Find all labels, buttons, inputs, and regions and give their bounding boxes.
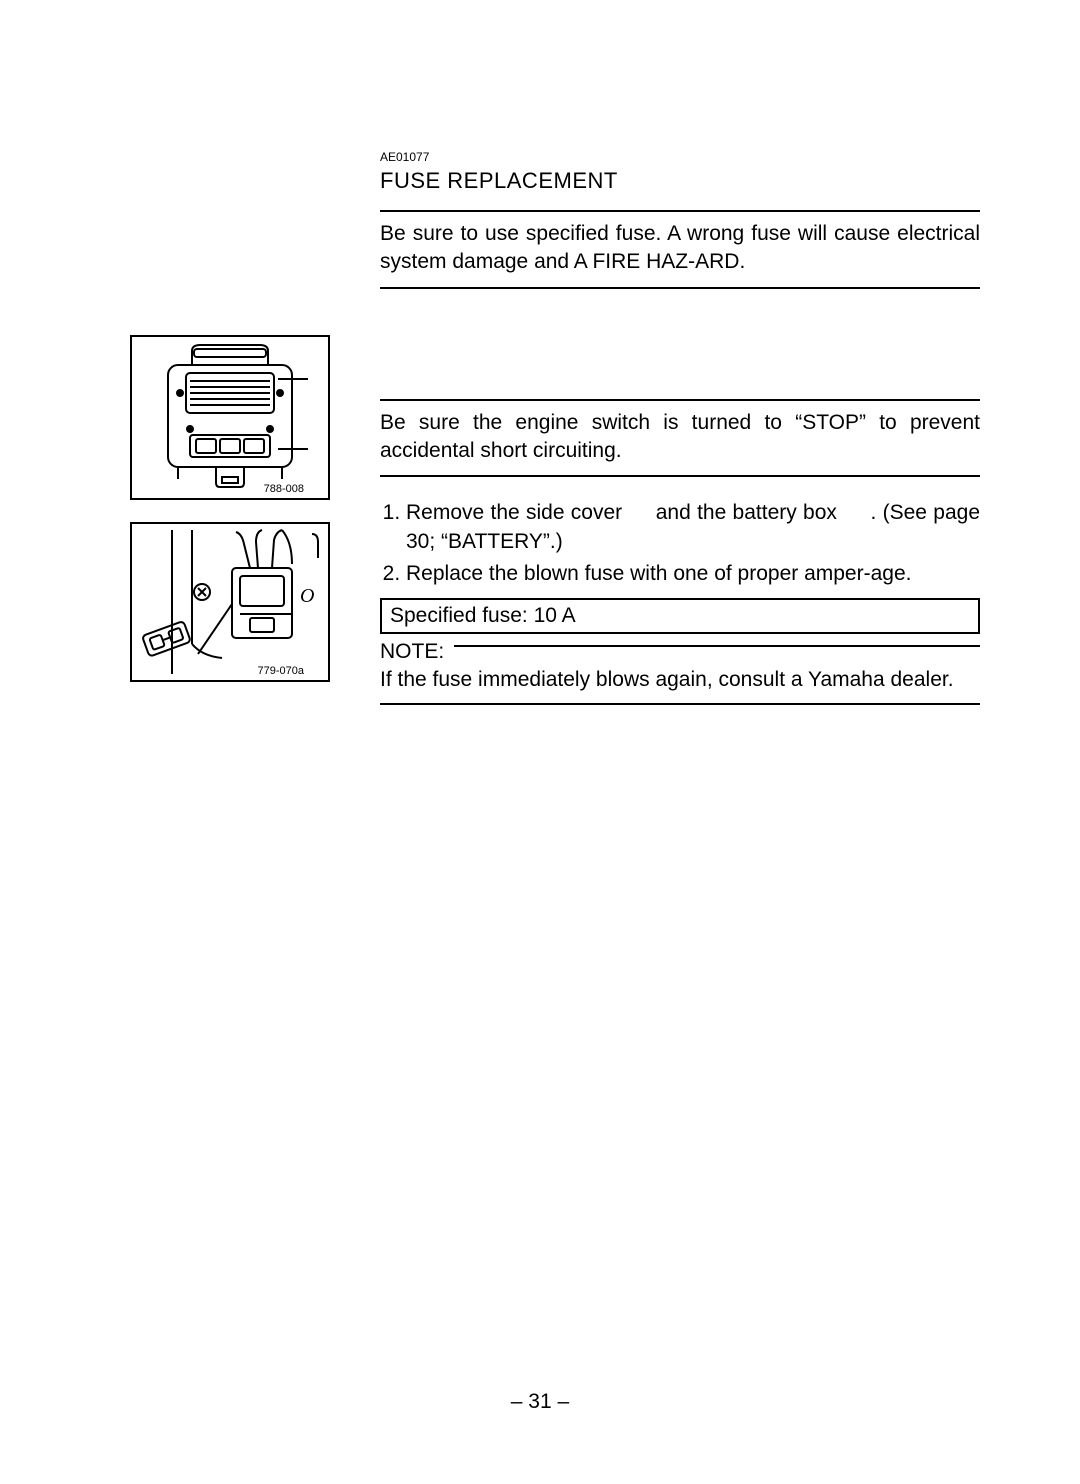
fuse-holder-illustration: O bbox=[132, 524, 328, 680]
svg-text:O: O bbox=[300, 585, 314, 607]
specification-box: Specified fuse: 10 A bbox=[380, 598, 980, 634]
caution-text: Be sure the engine switch is turned to “… bbox=[380, 409, 980, 466]
note-header-rule bbox=[454, 645, 980, 647]
two-column-layout: 788-008 bbox=[130, 150, 980, 705]
specification-text: Specified fuse: 10 A bbox=[390, 604, 576, 627]
figures-column: 788-008 bbox=[130, 150, 350, 704]
caution-block: Be sure the engine switch is turned to “… bbox=[380, 399, 980, 478]
page-number: – 31 – bbox=[0, 1390, 1080, 1414]
figure-1: 788-008 bbox=[130, 335, 330, 500]
figure-2-caption: 779-070a bbox=[258, 665, 305, 677]
section-title: FUSE REPLACEMENT bbox=[380, 168, 980, 194]
step-2: Replace the blown fuse with one of prope… bbox=[406, 560, 980, 588]
note-label: NOTE: bbox=[380, 640, 444, 664]
note-text: If the fuse immediately blows again, con… bbox=[380, 666, 980, 694]
note-footer-rule bbox=[380, 703, 980, 705]
warning-block: Be sure to use specified fuse. A wrong f… bbox=[380, 210, 980, 289]
text-column: AE01077 FUSE REPLACEMENT Be sure to use … bbox=[350, 150, 980, 705]
procedure-steps: Remove the side cover and the battery bo… bbox=[380, 499, 980, 588]
figure-2: O 779-070a bbox=[130, 522, 330, 682]
warning-text: Be sure to use specified fuse. A wrong f… bbox=[380, 220, 980, 277]
note-header-row: NOTE: bbox=[380, 640, 980, 664]
step-1: Remove the side cover and the battery bo… bbox=[406, 499, 980, 556]
document-code: AE01077 bbox=[380, 150, 980, 164]
generator-front-illustration bbox=[132, 337, 328, 497]
manual-page: 788-008 bbox=[0, 0, 1080, 1484]
figure-1-caption: 788-008 bbox=[264, 483, 304, 495]
